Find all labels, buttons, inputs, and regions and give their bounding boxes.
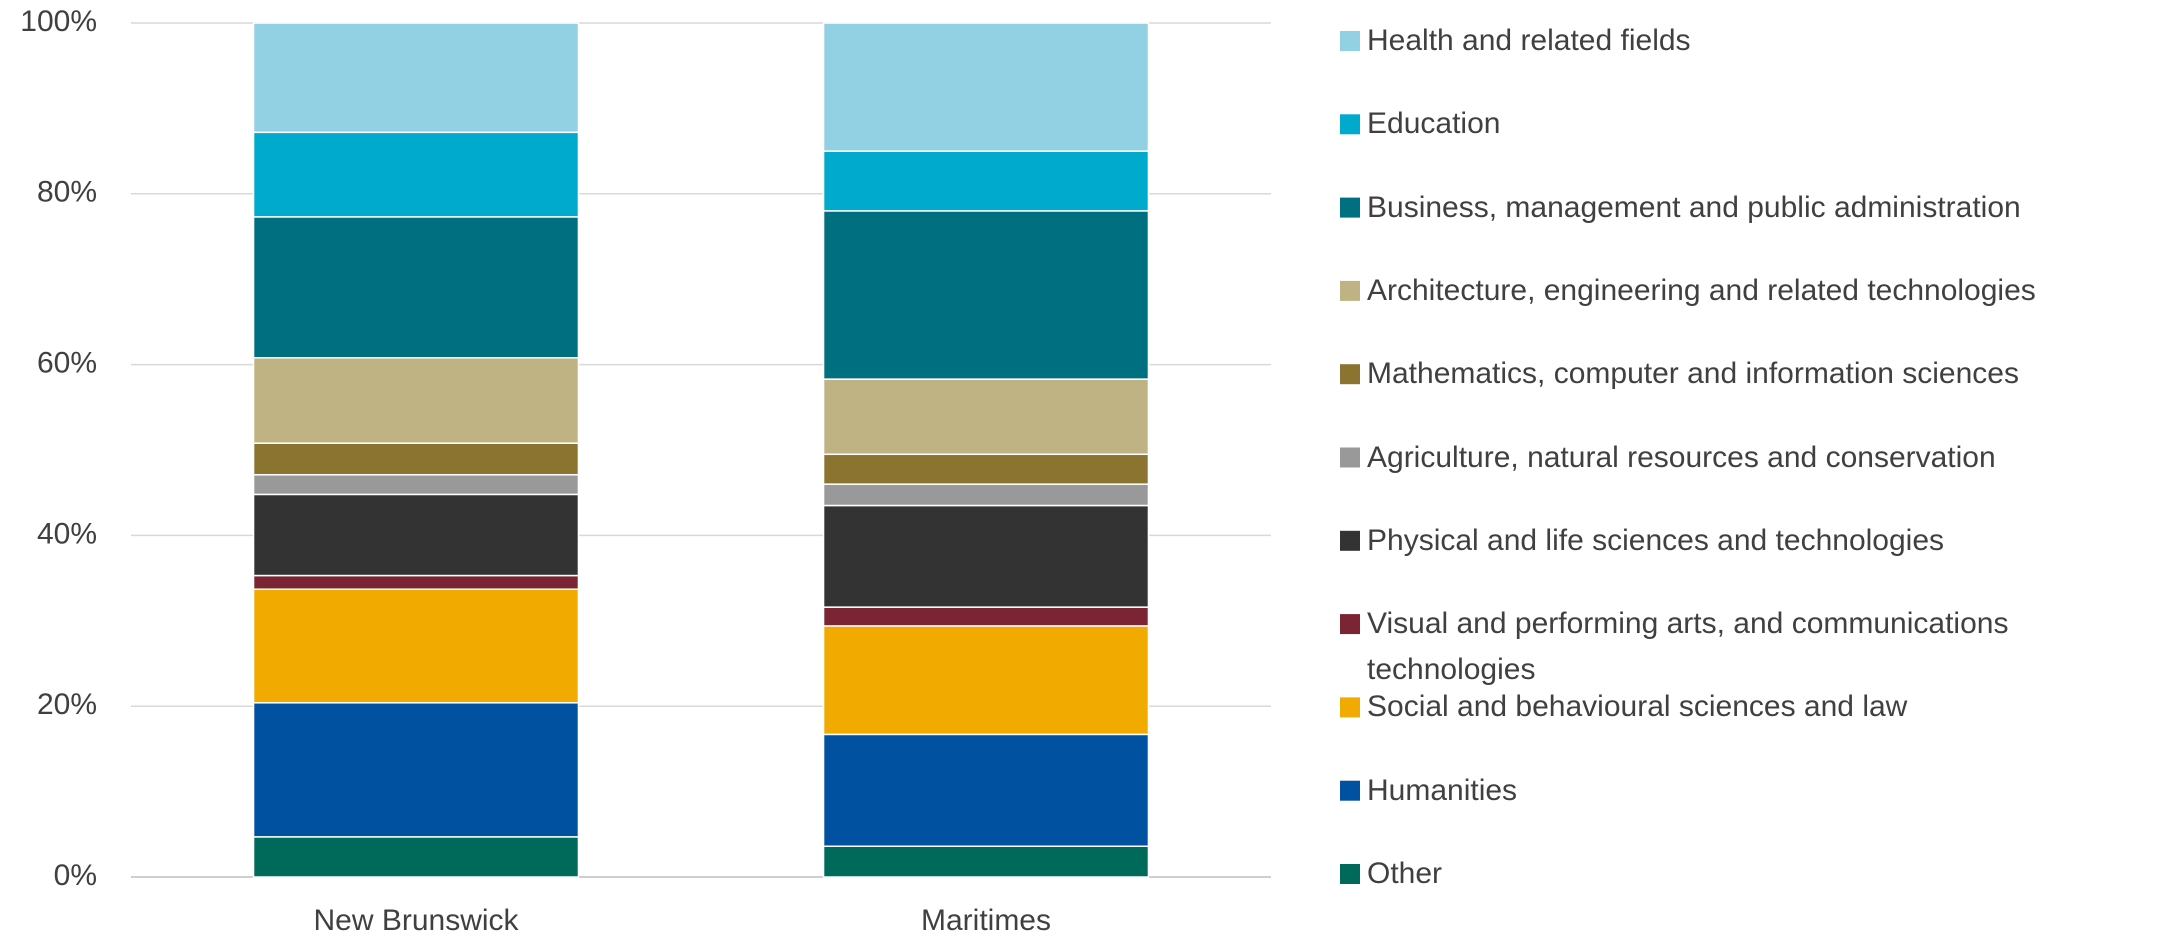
legend-label: Humanities: [1367, 773, 1518, 807]
legend-item: Mathematics, computer and information sc…: [1367, 357, 2019, 391]
legend-swatch: [1340, 364, 1360, 385]
x-tick-label: New Brunswick: [313, 904, 519, 937]
bar-segment: [822, 150, 1150, 212]
legend-item: Physical and life sciences and technolog…: [1367, 523, 1945, 557]
legend-item: Humanities: [1367, 773, 1518, 807]
legend-swatch: [1340, 697, 1360, 718]
legend-swatch: [1340, 31, 1360, 51]
bar-segment: [252, 131, 580, 218]
legend-swatch: [1340, 197, 1360, 218]
legend-label: Agriculture, natural resources and conse…: [1367, 440, 1996, 474]
y-tick-label: 100%: [20, 5, 97, 38]
x-tick-label: Maritimes: [921, 904, 1051, 937]
legend-item: Education: [1367, 107, 1501, 141]
legend-swatch: [1340, 280, 1360, 301]
bar-segment: [822, 378, 1150, 456]
legend-label: Visual and performing arts, and communic…: [1367, 607, 2009, 687]
bar-segment: [252, 216, 580, 359]
y-tick-label: 60%: [37, 347, 97, 380]
legend-swatch: [1340, 780, 1360, 801]
legend-item: Agriculture, natural resources and conse…: [1367, 440, 1996, 474]
bar-segment: [822, 606, 1150, 627]
legend-swatch: [1340, 614, 1360, 635]
legend-label: Mathematics, computer and information sc…: [1367, 357, 2019, 391]
bar-segment: [822, 210, 1150, 380]
legend-item: Social and behavioural sciences and law: [1367, 690, 1908, 724]
bar-segment: [822, 453, 1150, 485]
y-tick-label: 80%: [37, 176, 97, 209]
legend-label: Physical and life sciences and technolog…: [1367, 523, 1945, 557]
bar-segment: [252, 22, 580, 134]
legend-item: Architecture, engineering and related te…: [1367, 273, 2036, 307]
bar-segment: [252, 474, 580, 496]
bar-segment: [822, 733, 1150, 848]
bar-segment: [252, 442, 580, 476]
legend-label: Other: [1367, 857, 1443, 890]
bar-segment: [822, 625, 1150, 736]
y-tick-label: 20%: [37, 688, 97, 721]
legend-swatch: [1340, 447, 1360, 468]
legend-label: Social and behavioural sciences and law: [1367, 690, 1908, 724]
legend-item: Business, management and public administ…: [1367, 190, 2021, 224]
legend-swatch: [1340, 864, 1360, 884]
y-tick-label: 0%: [54, 859, 97, 892]
bar-segment: [252, 702, 580, 838]
legend-label: Business, management and public administ…: [1367, 190, 2021, 224]
legend-item: Other: [1367, 857, 1443, 890]
legend-swatch: [1340, 114, 1360, 135]
bar-segment: [822, 845, 1150, 878]
y-tick-label: 40%: [37, 517, 97, 550]
bar-segment: [822, 504, 1150, 608]
bar-segment: [822, 483, 1150, 507]
bar-segment: [252, 836, 580, 878]
legend-item: Visual and performing arts, and communic…: [1367, 607, 2009, 687]
legend-swatch: [1340, 530, 1360, 551]
bar-segment: [252, 493, 580, 577]
bar-segment: [252, 574, 580, 590]
bar-segment: [252, 588, 580, 704]
bar-segment: [252, 357, 580, 444]
bar-segment: [822, 22, 1150, 152]
legend-label: Education: [1367, 107, 1501, 141]
legend-label: Health and related fields: [1367, 24, 1691, 57]
legend-item: Health and related fields: [1367, 24, 1691, 57]
legend-label: Architecture, engineering and related te…: [1367, 273, 2036, 307]
